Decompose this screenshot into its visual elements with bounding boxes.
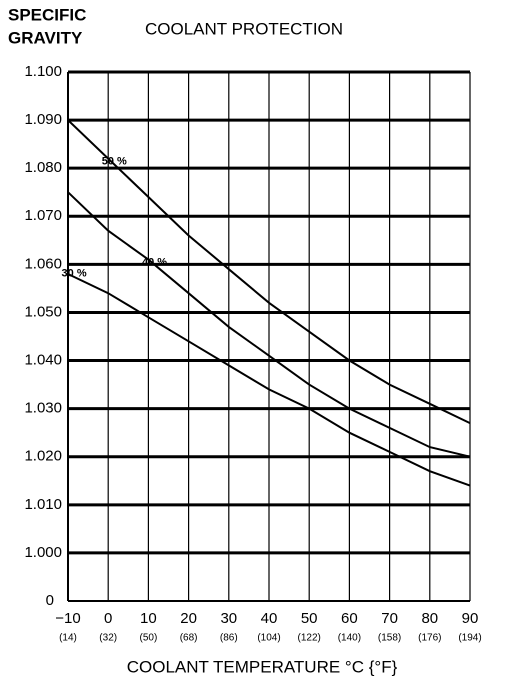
y-tick-label: 1.040 <box>24 352 62 369</box>
x2-tick-label: (68) <box>180 633 198 644</box>
series-label: 50 % <box>102 156 127 168</box>
line-series <box>67 273 471 487</box>
x-tick-label: 40 <box>261 610 278 627</box>
y-tick-label: 1.070 <box>24 207 62 224</box>
x-tick-label: 90 <box>462 610 479 627</box>
x2-tick-label: (32) <box>99 633 117 644</box>
y-tick-label: 1.100 <box>24 63 62 80</box>
y-tick-label: 1.020 <box>24 448 62 465</box>
x2-tick-label: (104) <box>257 633 280 644</box>
chart-title: COOLANT PROTECTION <box>145 19 343 38</box>
x2-tick-label: (158) <box>378 633 401 644</box>
x-tick-label: 80 <box>421 610 438 627</box>
y-tick-label: 0 <box>46 592 54 609</box>
y-tick-label: 1.060 <box>24 255 62 272</box>
x2-tick-label: (86) <box>220 633 238 644</box>
y-axis-label: GRAVITY <box>8 28 83 47</box>
line-series <box>67 119 471 425</box>
x-tick-label: 10 <box>140 610 157 627</box>
series-label: 40 % <box>142 256 167 268</box>
series-label: 30 % <box>62 268 87 280</box>
x-tick-label: 50 <box>301 610 318 627</box>
x-axis-label: COOLANT TEMPERATURE °C {°F} <box>127 657 398 676</box>
y-axis-label: SPECIFIC <box>8 5 86 24</box>
y-tick-label: 1.080 <box>24 159 62 176</box>
x-tick-label: −10 <box>55 610 80 627</box>
y-tick-label: 1.030 <box>24 400 62 417</box>
line-series <box>67 191 471 458</box>
x-tick-label: 30 <box>220 610 237 627</box>
x-tick-label: 0 <box>104 610 112 627</box>
x2-tick-label: (122) <box>298 633 321 644</box>
x2-tick-label: (14) <box>59 633 77 644</box>
y-tick-label: 1.000 <box>24 544 62 561</box>
x2-tick-label: (194) <box>458 633 481 644</box>
x-tick-label: 60 <box>341 610 358 627</box>
x2-tick-label: (176) <box>418 633 441 644</box>
y-tick-label: 1.010 <box>24 496 62 513</box>
x-tick-label: 20 <box>180 610 197 627</box>
y-tick-label: 1.050 <box>24 303 62 320</box>
y-tick-label: 1.090 <box>24 111 62 128</box>
x2-tick-label: (50) <box>140 633 158 644</box>
x-tick-label: 70 <box>381 610 398 627</box>
x2-tick-label: (140) <box>338 633 361 644</box>
